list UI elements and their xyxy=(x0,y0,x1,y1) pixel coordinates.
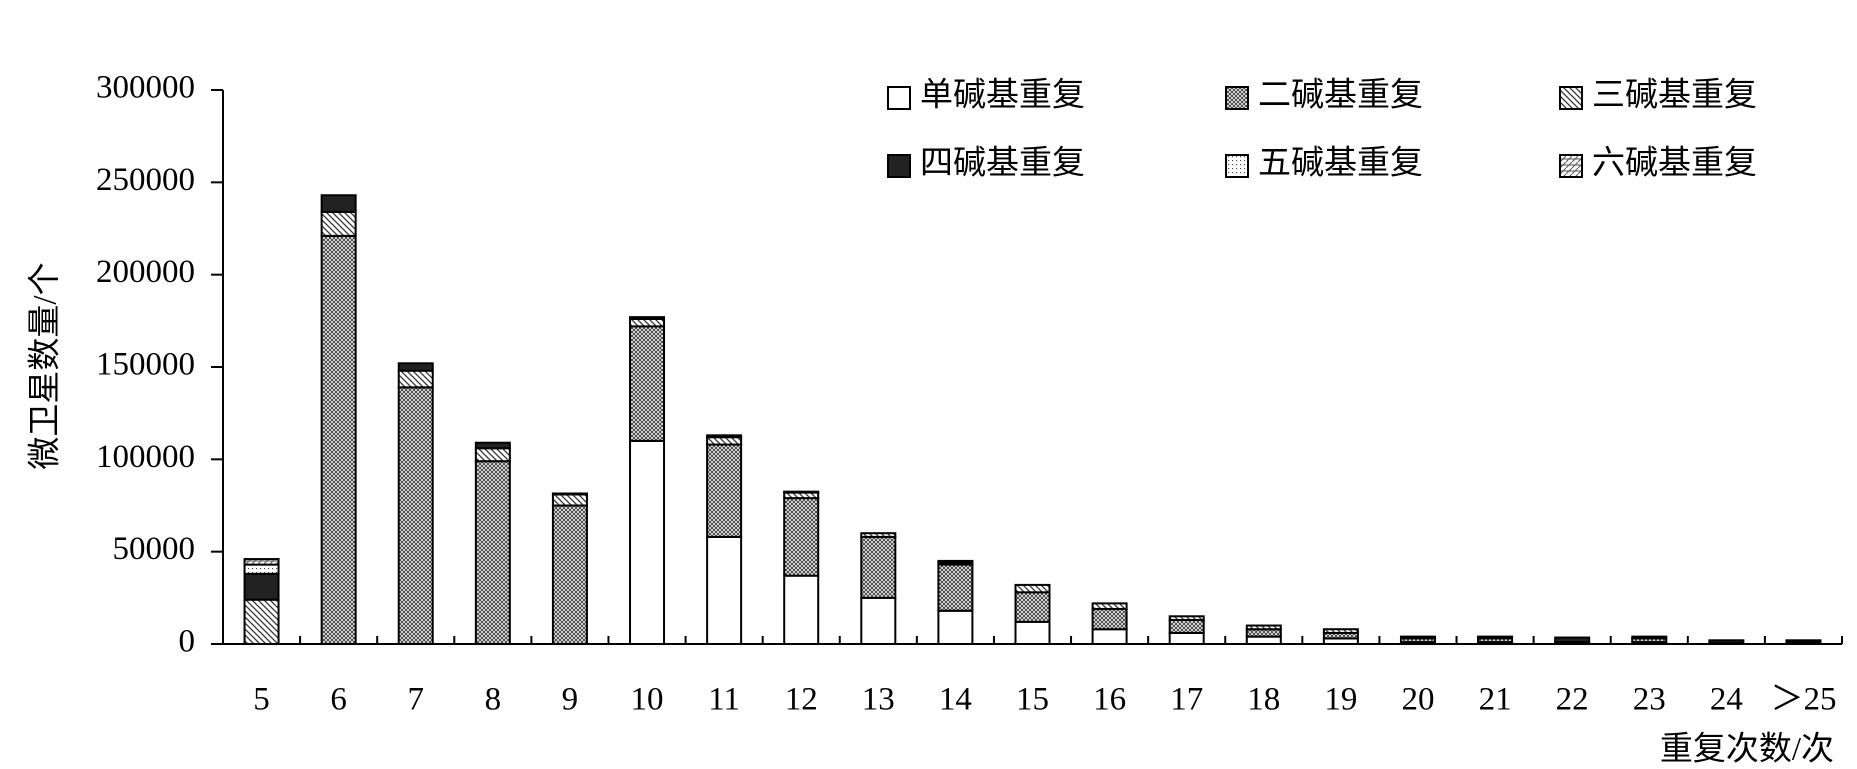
x-tick-label: 12 xyxy=(785,682,818,718)
bar-segment xyxy=(1091,628,1128,646)
bar-segment xyxy=(783,490,820,494)
x-tick-label: ＞25 xyxy=(1770,682,1836,718)
bar-segment xyxy=(551,504,588,645)
legend-label: 二碱基重复 xyxy=(1258,77,1423,114)
legend-swatch xyxy=(1559,154,1583,178)
bar-segment xyxy=(320,210,357,237)
bar-segment xyxy=(860,596,897,645)
bar-segment xyxy=(320,194,357,213)
bar-segment xyxy=(243,558,280,566)
bar-segment xyxy=(629,325,666,442)
x-tick-label: 6 xyxy=(330,682,347,718)
x-tick-label: 16 xyxy=(1093,682,1126,718)
bar-segment xyxy=(1245,635,1282,646)
bar-segment xyxy=(551,492,588,496)
x-tick-label: 19 xyxy=(1324,682,1357,718)
bar-segment xyxy=(1014,620,1051,646)
bar-segment xyxy=(397,386,434,645)
x-tick-label: 13 xyxy=(862,682,895,718)
legend-label: 三碱基重复 xyxy=(1592,77,1757,114)
x-tick-label: 20 xyxy=(1401,682,1434,718)
legend-label: 四碱基重复 xyxy=(920,145,1085,182)
x-tick-label: 22 xyxy=(1556,682,1589,718)
y-tick-label: 0 xyxy=(179,624,196,660)
x-tick-label: 5 xyxy=(253,682,270,718)
bar-segment xyxy=(1014,591,1051,623)
bar-segment xyxy=(1477,635,1514,640)
x-tick-label: 14 xyxy=(939,682,972,718)
bar-segment xyxy=(320,234,357,646)
y-tick-label: 50000 xyxy=(113,531,196,567)
x-tick-label: 21 xyxy=(1479,682,1512,718)
bar-segment xyxy=(1245,624,1282,631)
bar-segment xyxy=(1245,628,1282,638)
bar-segment xyxy=(1014,583,1051,594)
bar-segment xyxy=(397,369,434,389)
bar-segment xyxy=(860,535,897,599)
y-axis-title: 微卫星数量/个 xyxy=(27,262,64,469)
bar-segment xyxy=(243,572,280,601)
bar-segment xyxy=(1168,615,1205,621)
legend-swatch xyxy=(1559,86,1583,110)
bar-segment xyxy=(243,598,280,645)
x-tick-label: 11 xyxy=(708,682,740,718)
x-tick-label: 24 xyxy=(1710,682,1743,718)
bar-segment xyxy=(1554,636,1591,644)
bar-segment xyxy=(1708,639,1745,645)
bar-segment xyxy=(1091,607,1128,631)
bar-segment xyxy=(937,563,974,612)
bar-segment xyxy=(1322,628,1359,634)
bar-segment xyxy=(1785,639,1822,644)
y-tick-label: 100000 xyxy=(96,439,195,475)
bar-segment xyxy=(629,316,666,320)
y-tick-label: 300000 xyxy=(96,70,195,106)
bar-segment xyxy=(474,460,511,645)
y-tick-label: 250000 xyxy=(96,162,195,198)
bar-segment xyxy=(1631,635,1668,640)
y-tick-label: 200000 xyxy=(96,254,195,290)
legend-label: 五碱基重复 xyxy=(1258,145,1423,182)
bar-segment xyxy=(551,493,588,507)
bar-segment xyxy=(783,497,820,577)
bar-segment xyxy=(937,559,974,564)
y-tick-label: 150000 xyxy=(96,347,195,383)
bar-segment xyxy=(629,439,666,645)
legend-label: 六碱基重复 xyxy=(1592,145,1757,182)
legend-label: 单碱基重复 xyxy=(920,77,1085,114)
bar-segment xyxy=(1399,635,1436,640)
bar-segment xyxy=(397,362,434,372)
x-tick-label: 15 xyxy=(1016,682,1049,718)
bar-segment xyxy=(706,443,743,538)
legend-swatch xyxy=(1225,154,1249,178)
legend-swatch xyxy=(887,154,911,178)
x-tick-label: 17 xyxy=(1170,682,1203,718)
legend-swatch xyxy=(887,86,911,110)
x-tick-label: 18 xyxy=(1247,682,1280,718)
bar-segment xyxy=(706,535,743,645)
bar-segment xyxy=(1168,631,1205,645)
bar-segment xyxy=(629,317,666,328)
bar-segment xyxy=(860,532,897,538)
x-tick-label: 7 xyxy=(407,682,424,718)
bar-segment xyxy=(783,574,820,646)
bar-segment xyxy=(1091,602,1128,610)
x-tick-label: 10 xyxy=(631,682,664,718)
x-tick-label: 23 xyxy=(1633,682,1666,718)
bar-segment xyxy=(243,563,280,575)
bar-segment xyxy=(474,447,511,463)
x-axis-title: 重复次数/次 xyxy=(1660,731,1834,768)
legend-swatch xyxy=(1225,86,1249,110)
bar-segment xyxy=(1168,618,1205,634)
bar-segment xyxy=(474,441,511,450)
bar-segment xyxy=(706,434,743,439)
x-tick-label: 9 xyxy=(562,682,579,718)
bar-segment xyxy=(706,436,743,446)
bar-segment xyxy=(937,609,974,646)
x-tick-label: 8 xyxy=(485,682,502,718)
